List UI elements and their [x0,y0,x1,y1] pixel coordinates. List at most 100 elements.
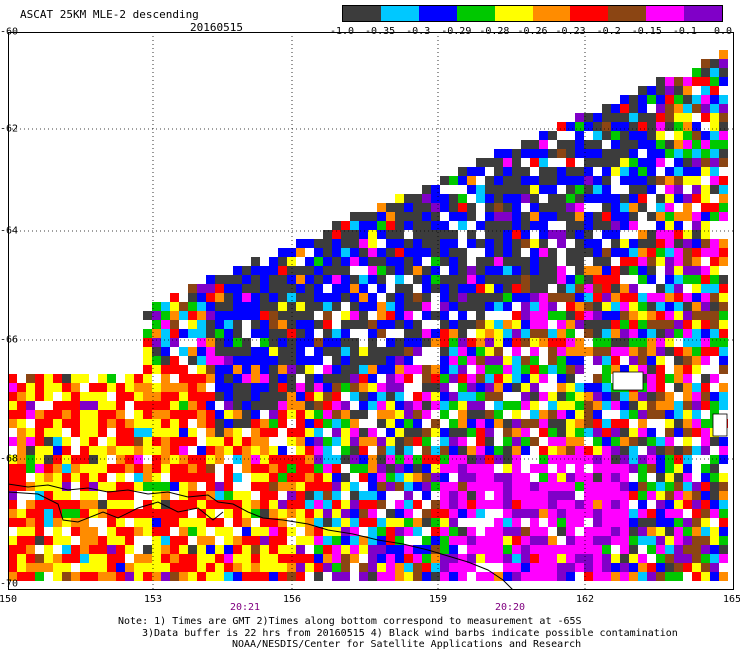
data-cell [566,473,575,482]
data-cell [467,284,476,293]
data-cell [386,419,395,428]
data-cell [413,212,422,221]
data-cell [512,563,521,572]
data-cell [224,464,233,473]
data-cell [8,410,17,419]
data-cell [566,284,575,293]
data-cell [674,104,683,113]
data-cell [692,248,701,257]
data-cell [494,230,503,239]
data-cell [341,419,350,428]
data-cell [656,392,665,401]
data-cell [62,509,71,518]
data-cell [647,374,656,383]
data-cell [611,284,620,293]
data-cell [53,374,62,383]
data-cell [89,527,98,536]
data-cell [449,428,458,437]
data-cell [314,248,323,257]
data-cell [161,500,170,509]
data-cell [251,545,260,554]
data-cell [197,365,206,374]
data-cell [152,536,161,545]
data-cell [251,383,260,392]
data-cell [143,437,152,446]
data-cell [638,167,647,176]
data-cell [557,230,566,239]
data-cell [656,482,665,491]
data-cell [548,230,557,239]
data-cell [296,284,305,293]
data-cell [494,212,503,221]
data-cell [467,419,476,428]
data-cell [521,545,530,554]
data-cell [656,500,665,509]
data-cell [206,536,215,545]
data-cell [161,338,170,347]
data-cell [620,392,629,401]
data-cell [395,239,404,248]
data-cell [701,266,710,275]
data-cell [332,374,341,383]
data-cell [521,446,530,455]
data-cell [467,176,476,185]
data-cell [674,572,683,581]
data-cell [674,122,683,131]
data-cell [530,527,539,536]
data-cell [188,374,197,383]
data-cell [89,572,98,581]
data-cell [656,554,665,563]
data-cell [692,509,701,518]
data-cell [413,527,422,536]
data-cell [620,338,629,347]
data-cell [692,167,701,176]
data-cell [107,374,116,383]
data-cell [35,491,44,500]
data-cell [539,374,548,383]
data-cell [62,491,71,500]
data-cell [710,239,719,248]
data-cell [539,365,548,374]
data-cell [638,437,647,446]
data-cell [368,275,377,284]
data-cell [485,392,494,401]
data-cell [269,464,278,473]
data-cell [593,131,602,140]
data-cell [512,455,521,464]
data-cell [215,482,224,491]
data-cell [296,320,305,329]
data-cell [719,176,728,185]
data-cell [314,536,323,545]
data-cell [494,446,503,455]
data-cell [143,473,152,482]
data-cell [89,563,98,572]
data-cell [602,482,611,491]
data-cell [647,86,656,95]
data-cell [17,410,26,419]
data-cell [629,185,638,194]
data-cell [269,374,278,383]
data-cell [269,491,278,500]
data-cell [458,509,467,518]
data-cell [44,536,53,545]
data-cell [611,104,620,113]
data-cell [62,446,71,455]
data-cell [17,527,26,536]
data-cell [602,320,611,329]
data-cell [494,158,503,167]
data-cell [458,572,467,581]
data-cell [449,401,458,410]
data-cell [674,248,683,257]
data-cell [206,392,215,401]
data-cell [512,239,521,248]
data-cell [125,491,134,500]
data-cell [548,338,557,347]
data-cell [368,527,377,536]
colorbar-label: -0.15 [631,26,662,37]
data-cell [503,284,512,293]
data-cell [665,320,674,329]
data-cell [647,275,656,284]
data-cell [512,509,521,518]
data-cell [116,428,125,437]
data-cell [647,491,656,500]
